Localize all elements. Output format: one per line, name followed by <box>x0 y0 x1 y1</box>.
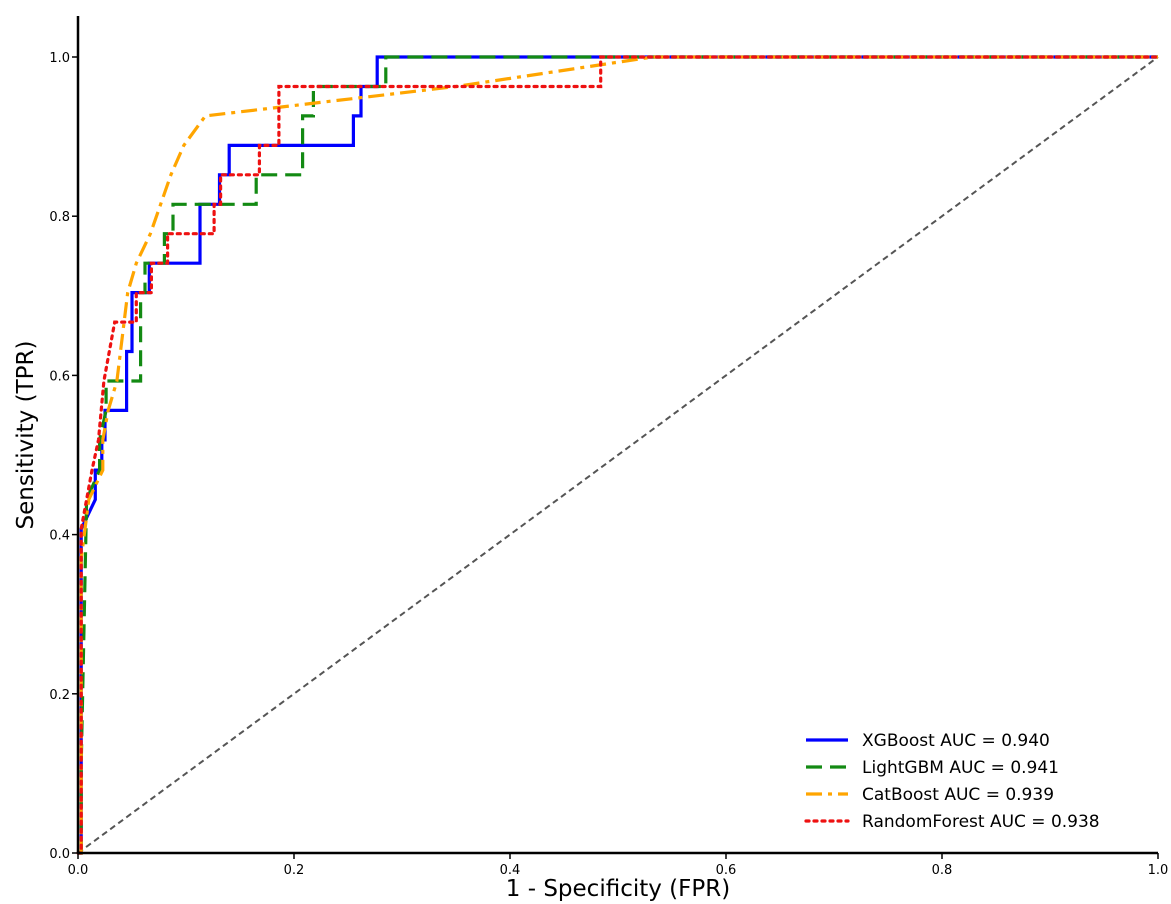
y-ticks: 0.0 0.2 0.4 0.6 0.8 1.0 <box>49 51 78 862</box>
y-tick-label: 0.2 <box>49 688 70 703</box>
legend-label: CatBoost AUC = 0.939 <box>862 785 1054 805</box>
y-tick-label: 0.8 <box>49 210 70 225</box>
y-tick-label: 0.0 <box>49 847 70 862</box>
series-line-lightgbm <box>78 55 1158 855</box>
x-ticks: 0.0 0.2 0.4 0.6 0.8 1.0 <box>68 853 1169 878</box>
x-tick-label: 0.6 <box>716 863 737 878</box>
reference-diagonal-line <box>77 56 1159 854</box>
legend-label: LightGBM AUC = 0.941 <box>862 758 1059 778</box>
x-axis-title: 1 - Specificity (FPR) <box>506 876 730 902</box>
y-axis-title: Sensitivity (TPR) <box>13 341 39 530</box>
y-tick-label: 0.4 <box>49 529 70 544</box>
legend: XGBoost AUC = 0.940 LightGBM AUC = 0.941 C… <box>804 731 1100 832</box>
x-tick-label: 0.4 <box>500 863 521 878</box>
y-tick-label: 0.6 <box>49 369 70 384</box>
series-line-randomforest <box>76 55 1160 855</box>
legend-label: RandomForest AUC = 0.938 <box>862 812 1100 832</box>
y-tick-label: 1.0 <box>49 51 70 66</box>
x-tick-label: 1.0 <box>1148 863 1169 878</box>
x-tick-label: 0.8 <box>932 863 953 878</box>
series-line-catboost <box>78 55 1158 855</box>
plot-area <box>76 55 1160 855</box>
x-tick-label: 0.2 <box>284 863 305 878</box>
legend-label: XGBoost AUC = 0.940 <box>862 731 1050 751</box>
x-tick-label: 0.0 <box>68 863 89 878</box>
